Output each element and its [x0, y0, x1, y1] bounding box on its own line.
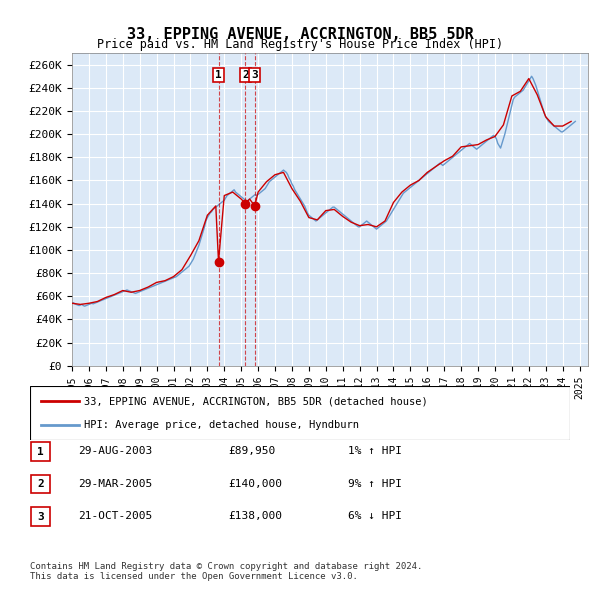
Text: 1: 1 [37, 447, 44, 457]
Text: 2: 2 [242, 70, 249, 80]
Text: Price paid vs. HM Land Registry's House Price Index (HPI): Price paid vs. HM Land Registry's House … [97, 38, 503, 51]
Text: 33, EPPING AVENUE, ACCRINGTON, BB5 5DR (detached house): 33, EPPING AVENUE, ACCRINGTON, BB5 5DR (… [84, 396, 428, 407]
Text: 6% ↓ HPI: 6% ↓ HPI [348, 512, 402, 521]
Text: £89,950: £89,950 [228, 447, 275, 456]
Text: £140,000: £140,000 [228, 479, 282, 489]
Text: Contains HM Land Registry data © Crown copyright and database right 2024.
This d: Contains HM Land Registry data © Crown c… [30, 562, 422, 581]
FancyBboxPatch shape [31, 507, 50, 526]
Text: £138,000: £138,000 [228, 512, 282, 521]
Text: 1% ↑ HPI: 1% ↑ HPI [348, 447, 402, 456]
Text: 21-OCT-2005: 21-OCT-2005 [78, 512, 152, 521]
Text: 1: 1 [215, 70, 222, 80]
Text: 2: 2 [37, 479, 44, 489]
FancyBboxPatch shape [31, 475, 50, 493]
Text: 29-MAR-2005: 29-MAR-2005 [78, 479, 152, 489]
Text: 33, EPPING AVENUE, ACCRINGTON, BB5 5DR: 33, EPPING AVENUE, ACCRINGTON, BB5 5DR [127, 27, 473, 41]
Text: 9% ↑ HPI: 9% ↑ HPI [348, 479, 402, 489]
FancyBboxPatch shape [31, 442, 50, 461]
Text: 29-AUG-2003: 29-AUG-2003 [78, 447, 152, 456]
Text: 3: 3 [37, 512, 44, 522]
Text: 3: 3 [251, 70, 258, 80]
Text: HPI: Average price, detached house, Hyndburn: HPI: Average price, detached house, Hynd… [84, 419, 359, 430]
FancyBboxPatch shape [30, 386, 570, 440]
